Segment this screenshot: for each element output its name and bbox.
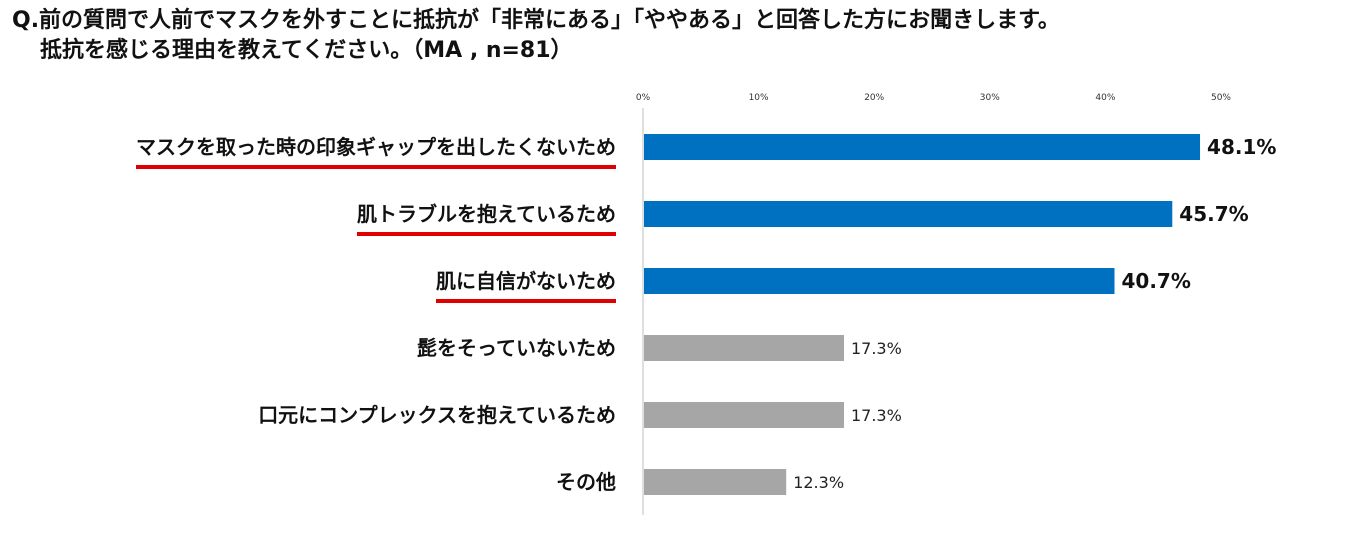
category-label: マスクを取った時の印象ギャップを出したくないため xyxy=(136,135,616,159)
bar xyxy=(644,335,844,361)
category-label: その他 xyxy=(556,470,616,494)
category-label: 肌に自信がないため xyxy=(436,269,616,293)
category-label: 肌トラブルを抱えているため xyxy=(357,202,616,226)
question-line-1: Q.前の質問で人前でマスクを外すことに抵抗が「非常にある」「ややある」と回答した… xyxy=(12,8,1060,33)
tick-label: 20% xyxy=(864,93,884,103)
data-label: 17.3% xyxy=(851,406,902,425)
bar xyxy=(644,134,1201,160)
data-label: 12.3% xyxy=(793,473,844,492)
tick-label: 40% xyxy=(1095,93,1115,103)
category-label: 髭をそっていないため xyxy=(417,336,616,360)
data-label: 17.3% xyxy=(851,339,902,358)
bar xyxy=(644,201,1173,227)
bar xyxy=(644,268,1115,294)
tick-label: 10% xyxy=(749,93,769,103)
tick-label: 0% xyxy=(636,93,651,103)
bar xyxy=(644,402,844,428)
data-label: 45.7% xyxy=(1179,202,1248,226)
category-label: 口元にコンプレックスを抱えているため xyxy=(258,403,616,427)
question-line-2: 抵抗を感じる理由を教えてください。（MA , n=81） xyxy=(40,38,573,63)
tick-label: 50% xyxy=(1211,93,1231,103)
bar xyxy=(644,469,787,495)
data-label: 48.1% xyxy=(1207,135,1276,159)
question-title: Q.前の質問で人前でマスクを外すことに抵抗が「非常にある」「ややある」と回答した… xyxy=(12,6,1352,66)
tick-label: 30% xyxy=(980,93,1000,103)
data-label: 40.7% xyxy=(1121,269,1190,293)
